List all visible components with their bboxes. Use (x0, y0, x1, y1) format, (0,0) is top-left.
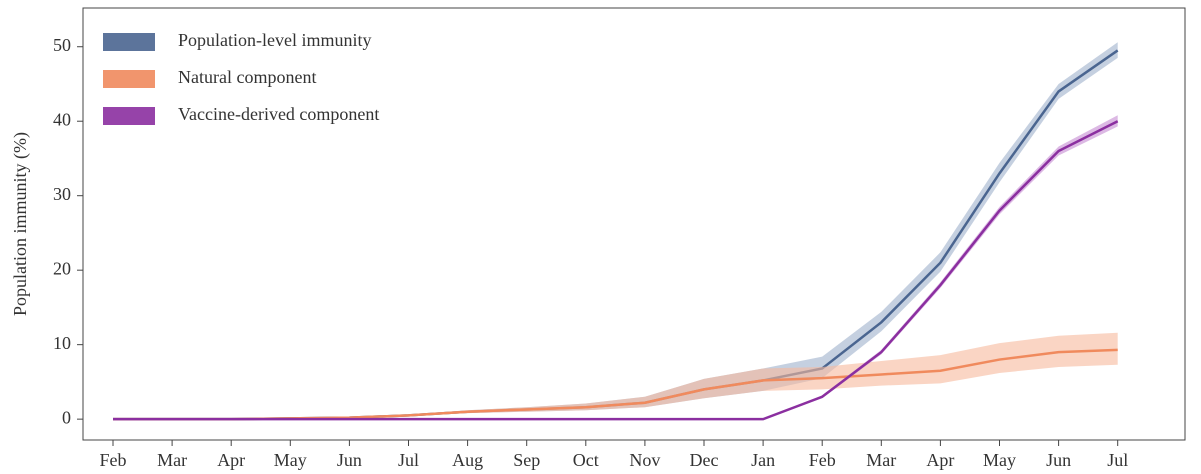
x-tick-label: Sep (513, 450, 540, 470)
x-tick-label: May (274, 450, 307, 470)
x-tick-label: Dec (690, 450, 719, 470)
x-tick-label: Jul (1107, 450, 1128, 470)
y-tick-label: 30 (53, 184, 71, 204)
x-tick-label: Feb (809, 450, 836, 470)
x-tick-label: Apr (217, 450, 245, 470)
x-tick-label: Jun (1046, 450, 1071, 470)
band (113, 332, 1118, 420)
legend-label: Population-level immunity (178, 30, 371, 50)
y-tick-label: 0 (62, 407, 71, 427)
x-tick-label: Jun (337, 450, 362, 470)
x-tick-label: Apr (926, 450, 954, 470)
band (113, 42, 1118, 420)
x-tick-label: Jul (398, 450, 419, 470)
y-axis-label: Population immunity (%) (10, 132, 31, 316)
x-tick-label: May (983, 450, 1016, 470)
y-tick-label: 20 (53, 258, 71, 278)
y-tick-label: 10 (53, 333, 71, 353)
y-tick-label: 40 (53, 109, 71, 129)
legend-swatch (103, 70, 155, 88)
legend-label: Natural component (178, 67, 316, 87)
legend-swatch (103, 33, 155, 51)
legend-label: Vaccine-derived component (178, 104, 379, 124)
x-tick-label: Aug (452, 450, 483, 470)
x-tick-label: Oct (573, 450, 599, 470)
x-tick-label: Feb (100, 450, 127, 470)
legend-swatch (103, 107, 155, 125)
x-tick-label: Nov (629, 450, 660, 470)
x-tick-label: Jan (751, 450, 775, 470)
y-tick-label: 50 (53, 35, 71, 55)
plot-frame (82, 7, 1186, 441)
x-tick-label: Mar (866, 450, 896, 470)
x-tick-label: Mar (157, 450, 187, 470)
line (113, 120, 1119, 421)
